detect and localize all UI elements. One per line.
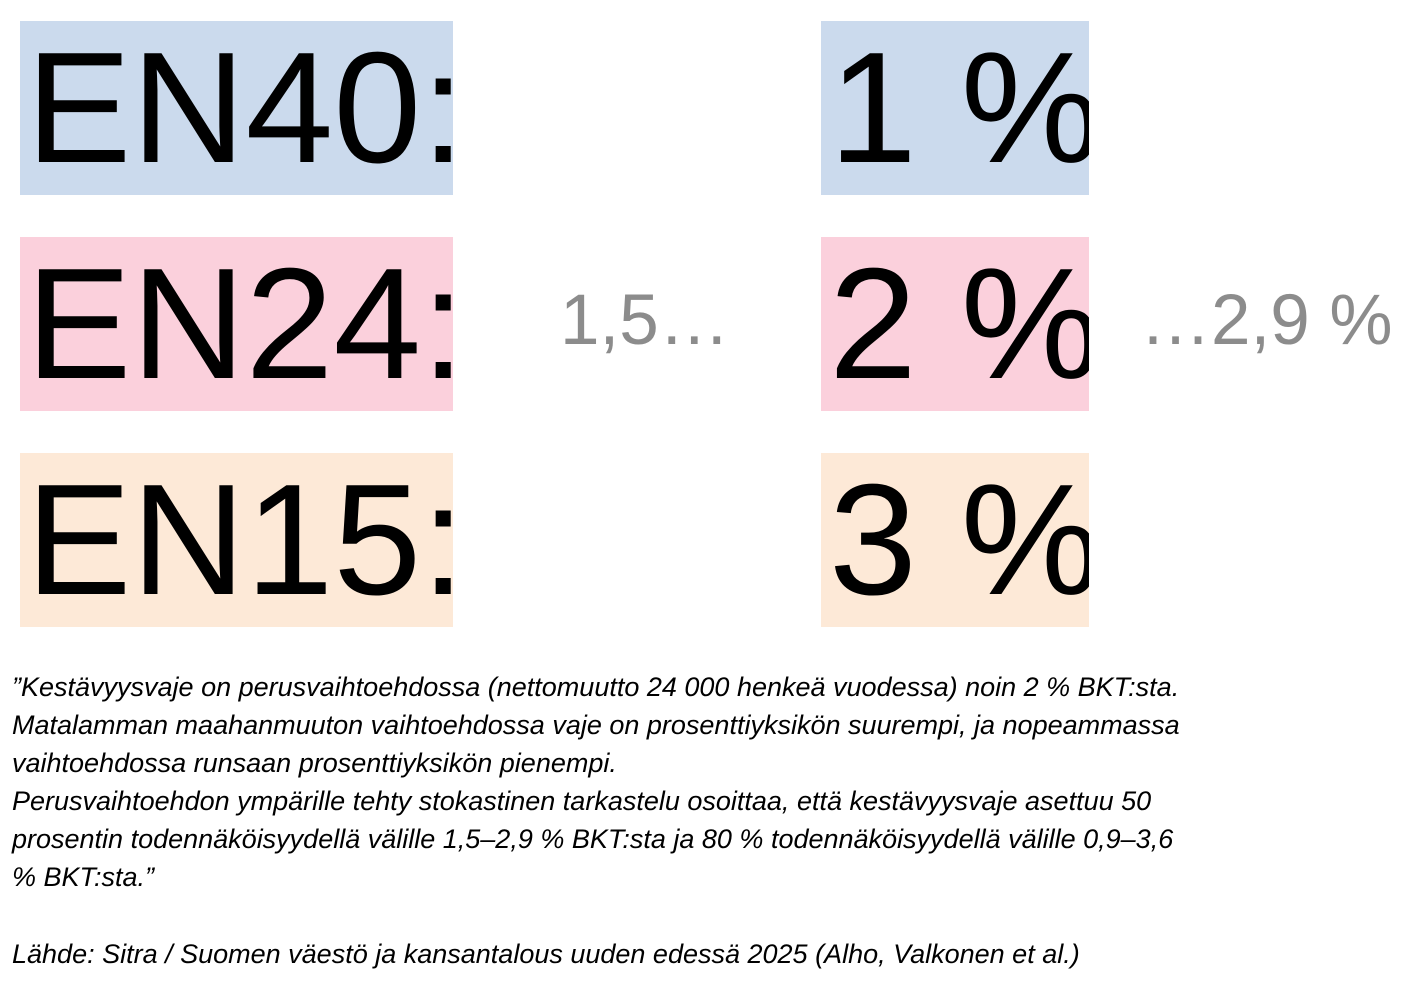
scenario-value: 3 % <box>821 453 1089 627</box>
quote-line: prosentin todennäköisyydellä välille 1,5… <box>12 824 1174 854</box>
scenario-value: 1 % <box>821 21 1089 195</box>
range-high: …2,9 % <box>1140 281 1393 360</box>
quote-line: % BKT:sta.” <box>12 862 155 892</box>
scenario-label: EN40: <box>20 21 453 195</box>
range-low: 1,5… <box>560 281 730 360</box>
quote-line: Perusvaihtoehdon ympärille tehty stokast… <box>12 786 1152 816</box>
quote-line: ”Kestävyysvaje on perusvaihtoehdossa (ne… <box>12 672 1180 702</box>
scenario-label: EN24: <box>20 237 453 411</box>
scenario-value: 2 % <box>821 237 1089 411</box>
quote-line: Matalamman maahanmuuton vaihtoehdossa va… <box>12 710 1180 740</box>
source: Lähde: Sitra / Suomen väestö ja kansanta… <box>12 939 1080 969</box>
scenario-label: EN15: <box>20 453 453 627</box>
quote-line: vaihtoehdossa runsaan prosenttiyksikön p… <box>12 748 617 778</box>
